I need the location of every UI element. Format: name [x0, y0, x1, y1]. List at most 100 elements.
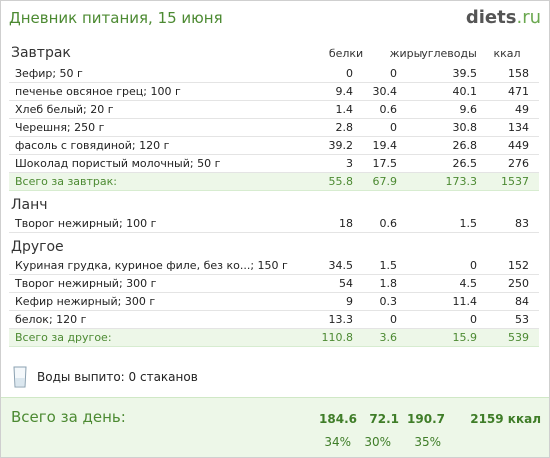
- glass-icon: [13, 366, 27, 388]
- section-title-other: Другое: [11, 239, 64, 255]
- water-intake: Воды выпито: 0 стаканов: [13, 366, 313, 390]
- table-row: Творог нежирный; 100 г 18 0.6 1.5 83: [9, 215, 539, 233]
- carbs-value: 30.8: [452, 121, 478, 134]
- fat-value: 1.5: [379, 259, 398, 272]
- fat-value: 17.5: [372, 157, 398, 170]
- food-name: Зефир; 50 г: [15, 67, 83, 80]
- site-logo[interactable]: diets.ru: [466, 7, 541, 28]
- food-name: белок; 120 г: [15, 313, 87, 326]
- section-title-lunch: Ланч: [11, 197, 48, 213]
- carbs-value: 40.1: [452, 85, 478, 98]
- page-title: Дневник питания, 15 июня: [9, 9, 223, 27]
- day-total-label: Всего за день:: [11, 408, 126, 426]
- table-row: Кефир нежирный; 300 г 9 0.3 11.4 84: [9, 293, 539, 311]
- carbs-total: 173.3: [445, 175, 478, 188]
- food-name: Творог нежирный; 100 г: [15, 217, 157, 230]
- breakfast-total-row: Всего за завтрак: 55.8 67.9 173.3 1537: [9, 173, 539, 191]
- protein-value: 39.2: [328, 139, 354, 152]
- carbs-value: 1.5: [459, 217, 478, 230]
- carbs-value: 4.5: [459, 277, 478, 290]
- table-row: Куриная грудка, куриное филе, без ко...;…: [9, 257, 539, 275]
- table-row: Творог нежирный; 300 г 54 1.8 4.5 250: [9, 275, 539, 293]
- fat-value: 19.4: [372, 139, 398, 152]
- food-name: Творог нежирный; 300 г: [15, 277, 157, 290]
- day-carbs: 190.7: [407, 412, 445, 426]
- protein-value: 0: [346, 67, 353, 80]
- protein-value: 9: [346, 295, 353, 308]
- section-title-breakfast: Завтрак: [11, 45, 71, 61]
- water-label: Воды выпито: 0 стаканов: [37, 370, 198, 384]
- carbs-value: 0: [470, 313, 477, 326]
- day-fat: 72.1: [369, 412, 399, 426]
- header: Дневник питания, 15 июня diets.ru: [9, 7, 545, 33]
- fat-value: 1.8: [379, 277, 398, 290]
- logo-main: diets: [465, 7, 517, 28]
- protein-value: 1.4: [335, 103, 354, 116]
- day-protein: 184.6: [319, 412, 357, 426]
- kcal-value: 471: [508, 85, 529, 98]
- table-row: фасоль с говядиной; 120 г 39.2 19.4 26.8…: [9, 137, 539, 155]
- table-row: белок; 120 г 13.3 0 0 53: [9, 311, 539, 329]
- food-name: Кефир нежирный; 300 г: [15, 295, 156, 308]
- kcal-value: 83: [515, 217, 529, 230]
- breakfast-header: Завтрак белки жиры углеводы ккал: [9, 43, 539, 63]
- carbs-value: 26.8: [452, 139, 478, 152]
- kcal-value: 276: [508, 157, 529, 170]
- protein-value: 9.4: [335, 85, 354, 98]
- fat-total: 67.9: [372, 175, 398, 188]
- column-kcal: ккал: [493, 47, 521, 60]
- table-row: Зефир; 50 г 0 0 39.5 158: [9, 65, 539, 83]
- day-protein-pct: 34%: [324, 435, 351, 449]
- kcal-value: 250: [508, 277, 529, 290]
- kcal-value: 53: [515, 313, 529, 326]
- fat-value: 30.4: [372, 85, 398, 98]
- protein-value: 18: [339, 217, 353, 230]
- table-row: печенье овсяное грец; 100 г 9.4 30.4 40.…: [9, 83, 539, 101]
- table-row: Шоколад пористый молочный; 50 г 3 17.5 2…: [9, 155, 539, 173]
- fat-value: 0: [390, 313, 397, 326]
- fat-value: 0.3: [379, 295, 398, 308]
- carbs-value: 26.5: [452, 157, 478, 170]
- table-row: Хлеб белый; 20 г 1.4 0.6 9.6 49: [9, 101, 539, 119]
- day-carbs-pct: 35%: [414, 435, 441, 449]
- fat-value: 0: [390, 121, 397, 134]
- total-label: Всего за завтрак:: [15, 175, 118, 188]
- kcal-total: 539: [508, 331, 529, 344]
- kcal-value: 84: [515, 295, 529, 308]
- carbs-value: 39.5: [452, 67, 478, 80]
- protein-total: 110.8: [321, 331, 354, 344]
- other-total-row: Всего за другое: 110.8 3.6 15.9 539: [9, 329, 539, 347]
- food-name: Черешня; 250 г: [15, 121, 105, 134]
- food-name: Шоколад пористый молочный; 50 г: [15, 157, 221, 170]
- carbs-value: 11.4: [452, 295, 478, 308]
- fat-value: 0.6: [379, 217, 398, 230]
- protein-value: 54: [339, 277, 353, 290]
- day-total-panel: Всего за день: 184.6 72.1 190.7 2159 кка…: [1, 397, 549, 457]
- protein-value: 3: [346, 157, 353, 170]
- food-name: печенье овсяное грец; 100 г: [15, 85, 181, 98]
- carbs-value: 0: [470, 259, 477, 272]
- fat-total: 3.6: [379, 331, 398, 344]
- kcal-value: 49: [515, 103, 529, 116]
- column-fat: жиры: [389, 47, 423, 60]
- table-row: Черешня; 250 г 2.8 0 30.8 134: [9, 119, 539, 137]
- day-fat-pct: 30%: [364, 435, 391, 449]
- carbs-value: 9.6: [459, 103, 478, 116]
- kcal-value: 158: [508, 67, 529, 80]
- kcal-value: 449: [508, 139, 529, 152]
- protein-total: 55.8: [328, 175, 354, 188]
- kcal-value: 134: [508, 121, 529, 134]
- carbs-total: 15.9: [452, 331, 478, 344]
- logo-tld: .ru: [516, 7, 541, 28]
- column-protein: белки: [328, 47, 364, 60]
- total-label: Всего за другое:: [15, 331, 112, 344]
- food-name: Хлеб белый; 20 г: [15, 103, 114, 116]
- food-name: фасоль с говядиной; 120 г: [15, 139, 170, 152]
- fat-value: 0: [390, 67, 397, 80]
- protein-value: 13.3: [328, 313, 354, 326]
- kcal-value: 152: [508, 259, 529, 272]
- day-kcal: 2159 ккал: [470, 412, 541, 426]
- protein-value: 2.8: [335, 121, 354, 134]
- food-name: Куриная грудка, куриное филе, без ко...;…: [15, 259, 288, 272]
